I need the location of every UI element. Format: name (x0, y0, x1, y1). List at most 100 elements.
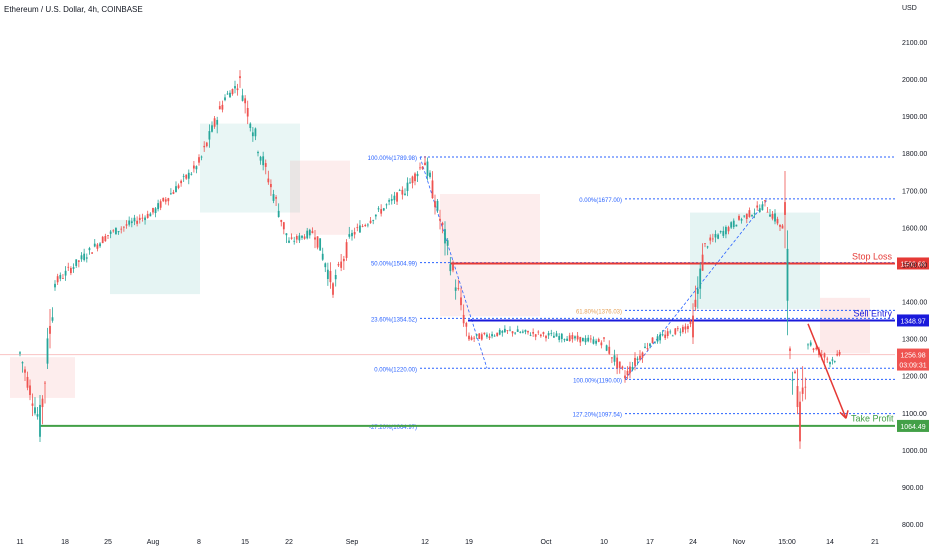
candle-body (380, 209, 383, 214)
candle-body (833, 361, 836, 362)
candle-body (401, 189, 404, 195)
x-tick-label: 11 (16, 539, 23, 546)
candle-body (801, 387, 804, 394)
candle-body (229, 92, 231, 98)
candle-body (364, 224, 367, 227)
candle-body (610, 357, 613, 359)
candle-body (211, 125, 213, 132)
candle-body (200, 156, 203, 158)
candle-body (753, 212, 756, 214)
candle-body (838, 351, 841, 355)
candle-body (88, 248, 91, 251)
candle-body (218, 106, 221, 110)
candle-body (740, 219, 743, 221)
candle-body (676, 328, 679, 330)
cloud-segment (690, 212, 820, 309)
candle-body (587, 337, 590, 342)
candle-body (96, 244, 99, 249)
candle-body (72, 267, 75, 269)
candle-body (706, 246, 709, 248)
candle-body (671, 335, 674, 337)
candle-body (356, 227, 359, 229)
candle-body (377, 208, 380, 210)
candle-body (31, 403, 34, 406)
take-profit-label: Take Profit (851, 413, 894, 423)
candle-body (649, 343, 651, 347)
candle-body (172, 192, 175, 194)
candle-body (117, 231, 120, 233)
candle-body (527, 330, 529, 333)
candle-body (198, 157, 200, 163)
y-tick-label: 1000.00 (902, 448, 927, 455)
candle-body (735, 224, 738, 227)
cloud-segment (10, 357, 75, 398)
candle-body (29, 385, 31, 396)
candle-body (75, 259, 78, 266)
candle-body (488, 336, 491, 339)
candle-body (431, 180, 434, 199)
candle-body (314, 237, 316, 240)
fib-trendline (624, 198, 769, 380)
candle-body (666, 331, 669, 337)
candle-body (434, 201, 436, 208)
candle-body (409, 182, 411, 184)
candle-body (809, 342, 812, 346)
candle-body (321, 253, 324, 260)
y-tick-label: 1100.00 (902, 411, 927, 418)
price-tag (897, 419, 929, 432)
candle-body (651, 337, 654, 343)
candle-body (303, 236, 306, 239)
candle-body (351, 232, 353, 237)
candle-body (282, 222, 285, 230)
candle-body (681, 326, 684, 333)
candle-body (226, 93, 229, 95)
candle-body (295, 236, 298, 240)
ichimoku-cloud (10, 123, 870, 398)
candle-body (374, 214, 377, 217)
candle-body (679, 331, 682, 333)
candle-body (359, 225, 361, 233)
candle-body (414, 173, 416, 182)
candle-body (169, 193, 172, 195)
candle-body (566, 338, 568, 341)
candle-body (812, 348, 815, 350)
candle-body (270, 183, 272, 188)
candle-body (152, 207, 154, 213)
candle-body (506, 330, 509, 332)
candle-body (786, 248, 789, 301)
candle-body (221, 104, 224, 110)
candle-body (104, 236, 107, 242)
candle-body (547, 333, 550, 336)
candle-body (524, 329, 527, 332)
candle-body (664, 334, 667, 338)
candle-body (674, 328, 677, 335)
candle-body (36, 414, 39, 417)
price-tag-label: 1064.49 (900, 424, 925, 431)
candle-body (64, 270, 67, 276)
candle-body (190, 173, 193, 175)
candle-body (475, 334, 478, 336)
candle-body (454, 287, 457, 291)
candle-body (465, 323, 468, 327)
x-tick-label: 15:00 (778, 539, 796, 546)
x-tick-label: Aug (147, 539, 160, 546)
candle-body (631, 366, 634, 370)
candle-body (498, 329, 501, 335)
candle-body (629, 366, 631, 374)
candle-body (275, 197, 277, 199)
candle-body (789, 348, 791, 351)
candle-body (49, 325, 51, 334)
countdown-label: 03:09:31 (899, 363, 926, 370)
candle-body (669, 331, 672, 333)
candle-body (743, 215, 746, 217)
candle-body (277, 210, 280, 218)
arrow-shaft (807, 323, 847, 419)
candle-body (426, 161, 429, 176)
candle-body (144, 217, 146, 221)
fib-left-label: 50.00%(1504.99) (371, 262, 417, 268)
candle-body (149, 213, 152, 217)
candle-body (85, 257, 88, 259)
candle-body (293, 240, 296, 242)
candle-body (290, 237, 293, 239)
candle-body (241, 95, 244, 101)
